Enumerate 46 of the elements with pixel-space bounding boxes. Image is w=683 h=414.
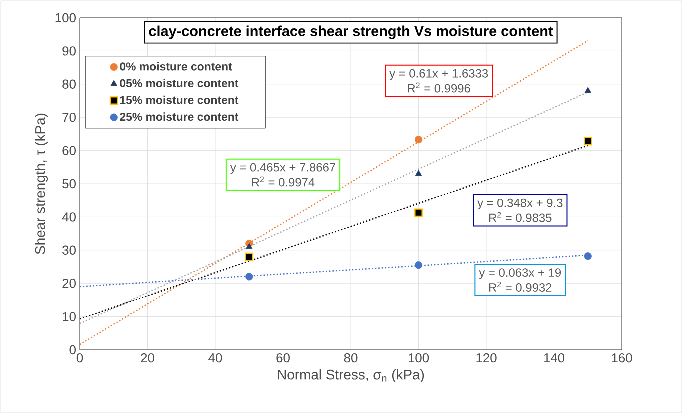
y-tick-label: 80 (62, 80, 76, 89)
point (414, 208, 423, 218)
x-tick-label: 40 (208, 354, 222, 363)
line-series (80, 40, 589, 346)
point (245, 252, 254, 262)
x-axis-title: Normal Stress, σ$_{n}$ (kPa) (278, 370, 424, 383)
y-tick-label: 70 (62, 113, 76, 122)
x-tick-label: 0 (76, 354, 84, 363)
legend-label: 0% moisture content (120, 62, 232, 71)
annotation: y = 0.348x + 9.3 (478, 198, 563, 210)
point (584, 87, 592, 94)
legend-label: 15% moisture content (120, 96, 239, 104)
y-tick-label: 40 (62, 212, 76, 222)
annotation: R$^{2}$ = 0.9932 (489, 282, 552, 292)
x-tick-label: 20 (141, 354, 154, 363)
point (415, 170, 422, 176)
point (246, 243, 253, 250)
x-tick-label: 140 (544, 354, 565, 363)
y-tick-label: 0 (70, 345, 76, 355)
annotation: y = 0.61x + 1.6333 (390, 69, 488, 80)
legend-label: 05% moisture content (120, 79, 239, 88)
annotation: y = 0.063x + 19 (479, 268, 562, 280)
y-tick-label: 10 (63, 312, 76, 322)
point (414, 136, 423, 144)
y-tick-label: 20 (62, 279, 76, 288)
point (414, 262, 423, 270)
annotation: R$^{2}$ = 0.9974 (252, 176, 315, 187)
x-tick-label: 120 (476, 354, 497, 363)
x-tick-label: 160 (612, 354, 632, 363)
point (584, 252, 592, 260)
point (246, 273, 254, 281)
x-tick-label: 80 (344, 354, 358, 363)
text: clay-concrete interface shear strength Vs moisture content (149, 26, 554, 40)
x-tick-label: 100 (408, 354, 430, 363)
annotation: y = 0.465x + 7.8667 (230, 163, 336, 174)
y-axis-title: Shear strength, τ (kPa) (35, 114, 48, 254)
y-tick-label: 50 (62, 179, 76, 189)
point (584, 137, 592, 146)
x-tick-label: 60 (276, 354, 290, 363)
y-tick-label: 90 (62, 46, 76, 56)
annotation: R$^{2}$ = 0.9835 (489, 212, 552, 222)
legend-label: 25% moisture content (120, 112, 239, 122)
y-tick-label: 100 (56, 13, 76, 23)
y-tick-label: 60 (62, 146, 76, 156)
y-tick-label: 30 (62, 246, 76, 255)
annotation: R$^{2}$ = 0.9996 (408, 82, 470, 93)
